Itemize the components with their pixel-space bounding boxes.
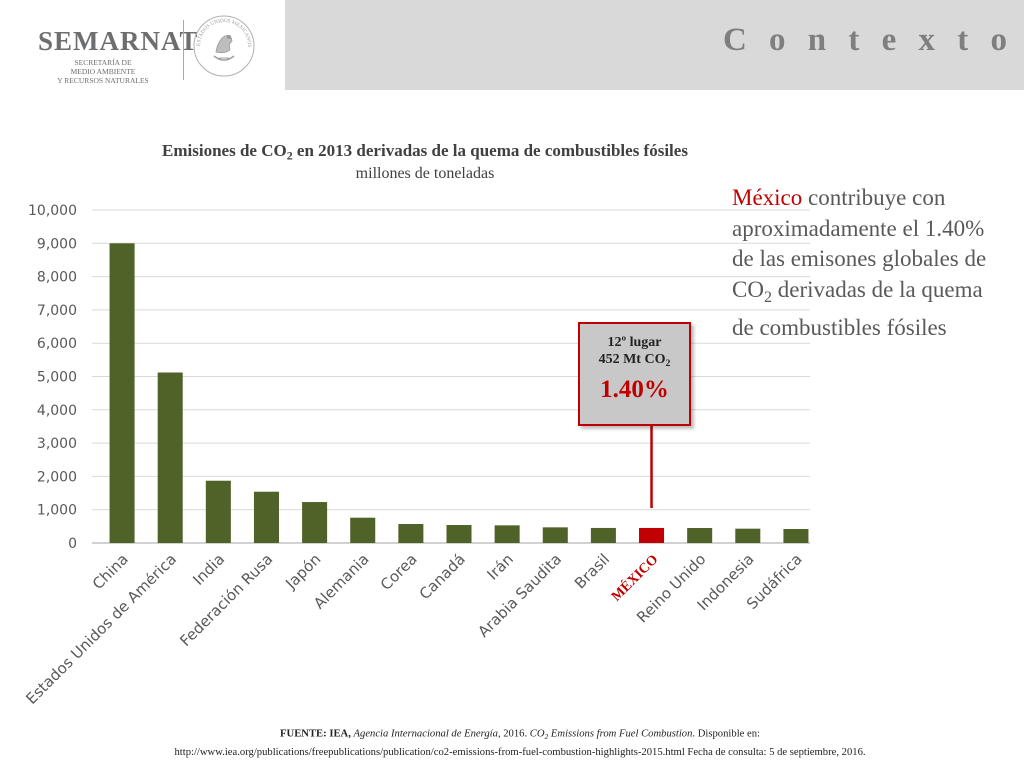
y-tick-label: 6,000	[37, 336, 77, 352]
source-pub: CO	[529, 726, 545, 740]
x-category-label: Brasil	[571, 550, 613, 592]
chart-title: Emisiones de CO2 en 2013 derivadas de la…	[100, 141, 750, 164]
callout-text: contribuye con	[802, 185, 946, 210]
x-category-label: Japón	[281, 550, 324, 593]
logo-divider	[183, 20, 184, 80]
org-sub-line: MEDIO AMBIENTE	[70, 67, 136, 76]
source-available: . Disponible en:	[692, 726, 760, 740]
x-category-label: Corea	[377, 550, 421, 594]
chart-title-part: Emisiones de CO	[162, 141, 287, 160]
y-tick-label: 7,000	[37, 303, 77, 319]
source-agency: Agencia Internacional de Energía	[353, 726, 498, 740]
bar-10	[542, 527, 568, 543]
x-category-label: India	[189, 550, 228, 589]
x-category-label: Federación Rusa	[176, 550, 276, 650]
annotation-amount-text: 452 Mt CO	[598, 352, 666, 367]
y-tick-label: 0	[68, 536, 77, 552]
mexico-callout-text: México contribuye con aproximadamente el…	[732, 183, 1014, 343]
source-year: , 2016.	[497, 726, 530, 740]
y-tick-label: 4,000	[37, 403, 77, 419]
bar-2	[157, 372, 183, 543]
x-category-label: Irán	[484, 550, 517, 583]
y-tick-label: 1,000	[37, 503, 77, 519]
bar-12	[639, 527, 665, 543]
bar-7	[398, 524, 424, 543]
bar-1	[109, 243, 135, 544]
bar-5	[302, 502, 328, 543]
y-tick-label: 5,000	[37, 370, 77, 386]
bar-15	[783, 529, 809, 543]
org-logo-subtitle: SECRETARÍA DE MEDIO AMBIENTE Y RECURSOS …	[38, 58, 168, 85]
callout-text: de combustibles fósiles	[732, 314, 947, 340]
y-tick-label: 2,000	[37, 469, 77, 485]
org-logo-text: SEMARNAT	[38, 26, 199, 56]
y-tick-label: 9,000	[37, 236, 77, 252]
source-citation: FUENTE: IEA, Agencia Internacional de En…	[20, 726, 1020, 758]
x-category-label: China	[89, 550, 132, 593]
bar-6	[350, 517, 376, 543]
bar-8	[446, 525, 472, 543]
mexico-annotation-box: 12º lugar 452 Mt CO2 1.40%	[578, 322, 691, 426]
bar-3	[205, 480, 231, 543]
callout-text: de las emisones globales de	[732, 246, 987, 271]
bar-4	[253, 491, 279, 543]
bar-9	[494, 525, 520, 543]
bar-11	[590, 527, 616, 543]
org-sub-line: SECRETARÍA DE	[74, 58, 132, 67]
callout-subscript: 2	[763, 288, 772, 306]
mexico-coat-of-arms-icon: ESTADOS UNIDOS MEXICANOS	[193, 15, 255, 77]
annotation-rank: 12º lugar	[607, 335, 662, 350]
x-category-label: Arabia Saudita	[474, 550, 565, 641]
y-tick-label: 8,000	[37, 270, 77, 286]
source-pub-subscript: 2	[544, 732, 549, 741]
source-label: FUENTE: IEA,	[280, 726, 351, 740]
org-sub-line: Y RECURSOS NATURALES	[57, 76, 149, 85]
annotation-amount: 452 Mt CO2	[580, 351, 689, 373]
bar-14	[735, 528, 761, 543]
callout-text: CO	[732, 276, 764, 302]
annotation-percent: 1.40%	[600, 375, 669, 403]
annotation-subscript: 2	[665, 357, 671, 369]
callout-highlight: México	[732, 185, 803, 210]
callout-text: aproximadamente el 1.40%	[732, 215, 985, 241]
header-bar	[285, 0, 1024, 90]
y-tick-label: 10,000	[28, 203, 77, 219]
chart-subtitle: millones de toneladas	[355, 165, 495, 182]
page-title: C o n t e x t o	[722, 22, 1014, 58]
y-tick-label: 3,000	[37, 436, 77, 452]
source-url: http://www.iea.org/publications/freepubl…	[174, 745, 866, 758]
chart-title-part: en 2013 derivadas de la quema de combust…	[292, 141, 688, 160]
source-pub: Emissions from Fuel Combustion	[548, 726, 693, 740]
chart-title-subscript: 2	[286, 148, 293, 163]
bar-13	[687, 528, 713, 543]
x-category-label: Canadá	[416, 550, 469, 603]
callout-text: derivadas de la quema	[772, 276, 983, 302]
